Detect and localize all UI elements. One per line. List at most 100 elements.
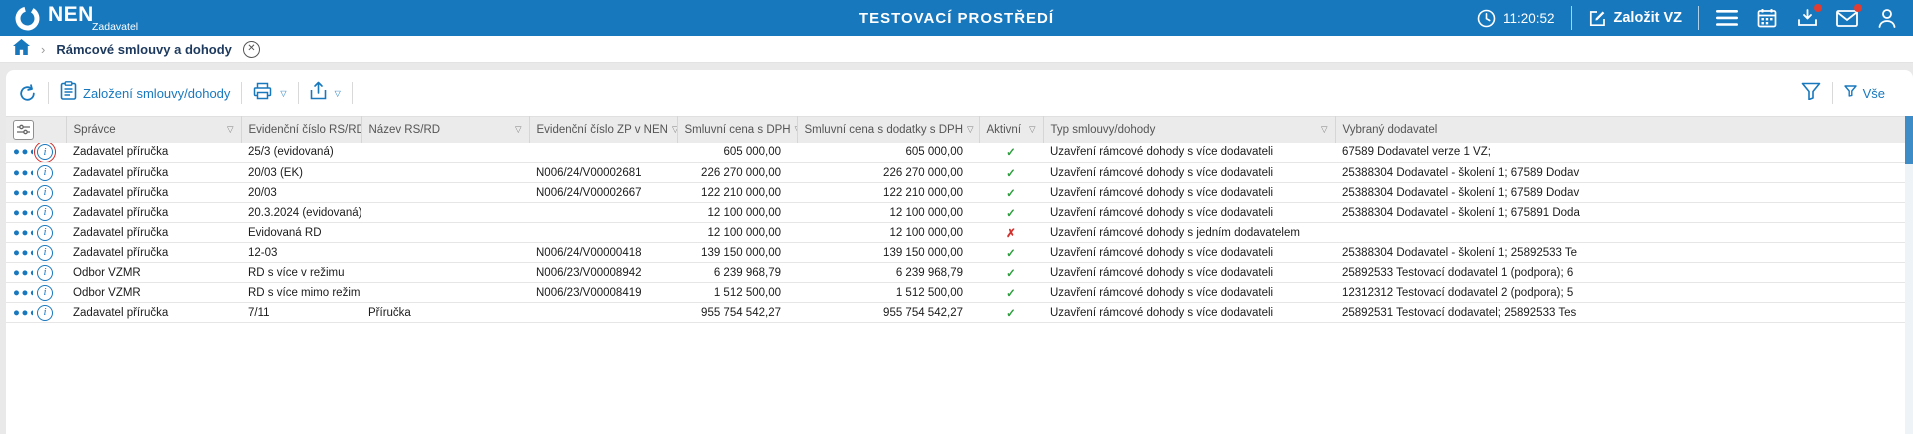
contracts-table: Správce▽ Evidenční číslo RS/RD▽ Název RS…: [6, 116, 1911, 323]
cell-nazev: [361, 162, 529, 183]
row-info-button[interactable]: i: [37, 244, 53, 261]
cell-typ: Uzavření rámcové dohody s více dodavatel…: [1043, 242, 1335, 263]
brand[interactable]: NEN Zadavatel: [14, 4, 138, 33]
cell-cislo-rsrd: RD s více mimo režim 1: [241, 282, 361, 303]
messages-button[interactable]: [1835, 4, 1862, 30]
row-info-button[interactable]: i: [37, 224, 53, 241]
cell-typ: Uzavření rámcové dohody s více dodavatel…: [1043, 302, 1335, 323]
col-header-aktivni[interactable]: Aktivní ▽: [979, 116, 1044, 143]
cell-aktivni-status: ✓: [979, 242, 1043, 263]
cell-nazev: Příručka: [361, 302, 529, 323]
table-row[interactable]: ●●● i Odbor VZMR RD s více v režimu N006…: [6, 262, 1911, 283]
vertical-scrollbar[interactable]: [1905, 116, 1913, 434]
column-settings-button[interactable]: [13, 119, 34, 140]
chevron-down-icon[interactable]: ▽: [280, 88, 287, 98]
cell-cena: 605 000,00: [677, 142, 797, 163]
filter-caret-icon[interactable]: ▽: [226, 124, 234, 135]
col-header-spravce[interactable]: Správce ▽: [66, 116, 242, 143]
table-row[interactable]: ●●● i Zadavatel příručka Evidovaná RD 12…: [6, 222, 1911, 243]
table-row[interactable]: ●●● i Zadavatel příručka 20.3.2024 (evid…: [6, 202, 1911, 223]
cell-cena-dodatky: 122 210 000,00: [797, 182, 979, 203]
create-vz-button[interactable]: Založit VZ: [1588, 9, 1682, 28]
row-menu-button[interactable]: ●●●: [6, 222, 33, 243]
refresh-button[interactable]: [18, 83, 37, 103]
cell-typ: Uzavření rámcové dohody s více dodavatel…: [1043, 162, 1335, 183]
row-menu-button[interactable]: ●●●: [6, 282, 33, 303]
filter-caret-icon[interactable]: ▽: [1028, 124, 1036, 135]
row-menu-button[interactable]: ●●●: [6, 302, 33, 323]
row-menu-button[interactable]: ●●●: [6, 262, 33, 283]
chevron-down-icon[interactable]: ▽: [334, 88, 341, 98]
download-tray-icon: [1797, 8, 1818, 28]
table-row[interactable]: ●●● i Zadavatel příručka 20/03 N006/24/V…: [6, 182, 1911, 203]
cell-cislo-zp: N006/23/V00008942: [529, 262, 677, 283]
cell-nazev: [361, 222, 529, 243]
filter-caret-icon[interactable]: ▽: [795, 124, 796, 135]
filter-button[interactable]: [1801, 82, 1821, 105]
calendar-button[interactable]: [1755, 6, 1779, 30]
table-row[interactable]: ●●● i Zadavatel příručka 7/11 Příručka 9…: [6, 302, 1911, 323]
hamburger-icon: [1716, 10, 1738, 26]
col-header-cena[interactable]: Smluvní cena s DPH▽: [677, 116, 798, 143]
table-row[interactable]: ●●● i Zadavatel příručka 25/3 (evidovaná…: [6, 142, 1911, 163]
cell-cislo-rsrd: 20/03 (EK): [241, 162, 361, 183]
cell-aktivni-status: ✗: [979, 222, 1043, 243]
col-header-cislo-zp[interactable]: Evidenční číslo ZP v NEN▽: [529, 116, 678, 143]
user-profile-button[interactable]: [1875, 6, 1899, 30]
envelope-icon: [1836, 9, 1858, 27]
home-icon[interactable]: [13, 38, 30, 60]
row-info-cell: i: [33, 222, 66, 243]
row-menu-button[interactable]: ●●●: [6, 182, 33, 203]
row-menu-button[interactable]: ●●●: [6, 142, 33, 163]
row-menu-button[interactable]: ●●●: [6, 162, 33, 183]
brand-name: NEN: [48, 2, 94, 26]
filter-small-icon: [1843, 84, 1857, 102]
cell-cena: 12 100 000,00: [677, 202, 797, 223]
close-tab-icon[interactable]: ✕: [242, 40, 260, 58]
row-info-button[interactable]: i: [37, 304, 53, 321]
cell-spravce: Zadavatel příručka: [66, 162, 241, 183]
cell-aktivni-status: ✓: [979, 182, 1043, 203]
cell-cislo-zp: N006/24/V00002667: [529, 182, 677, 203]
filter-funnel-icon: [1801, 82, 1821, 105]
row-info-cell: i: [33, 262, 66, 283]
col-header-nazev[interactable]: Název RS/RD ▽: [361, 116, 530, 143]
cell-nazev: [361, 182, 529, 203]
table-row[interactable]: ●●● i Zadavatel příručka 20/03 (EK) N006…: [6, 162, 1911, 183]
col-header-dodavatel[interactable]: Vybraný dodavatel: [1335, 116, 1911, 143]
filter-scope-select[interactable]: Vše: [1843, 84, 1885, 102]
row-info-button[interactable]: i: [37, 204, 53, 221]
col-header-cislo-rsrd[interactable]: Evidenční číslo RS/RD▽: [241, 116, 362, 143]
row-menu-button[interactable]: ●●●: [6, 242, 33, 263]
row-info-button[interactable]: i: [34, 142, 56, 162]
filter-caret-icon[interactable]: ▽: [672, 124, 676, 135]
row-info-button[interactable]: i: [37, 164, 53, 181]
create-vz-label: Založit VZ: [1613, 10, 1682, 26]
scrollbar-thumb[interactable]: [1905, 116, 1913, 164]
col-header-cena-dodatky[interactable]: Smluvní cena s dodatky s DPH ▽: [797, 116, 980, 143]
row-info-button[interactable]: i: [37, 264, 53, 281]
filter-caret-icon[interactable]: ▽: [514, 124, 522, 135]
export-button[interactable]: ▽: [310, 81, 341, 105]
table-row[interactable]: ●●● i Odbor VZMR RD s více mimo režim 1 …: [6, 282, 1911, 303]
divider: [48, 82, 49, 104]
table-row[interactable]: ●●● i Zadavatel příručka 12-03 N006/24/V…: [6, 242, 1911, 263]
col-header-typ[interactable]: Typ smlouvy/dohody ▽: [1043, 116, 1336, 143]
cell-dodavatel: 25388304 Dodavatel - školení 1; 675891 D…: [1335, 202, 1911, 223]
create-contract-button[interactable]: Založení smlouvy/dohody: [60, 81, 230, 105]
row-info-button[interactable]: i: [37, 184, 53, 201]
print-button[interactable]: ▽: [253, 82, 287, 105]
row-menu-button[interactable]: ●●●: [6, 202, 33, 223]
cell-spravce: Zadavatel příručka: [66, 242, 241, 263]
row-info-button[interactable]: i: [37, 284, 53, 301]
row-info-cell: i: [33, 302, 66, 323]
cell-dodavatel: 25388304 Dodavatel - školení 1; 67589 Do…: [1335, 162, 1911, 183]
cell-aktivni-status: ✓: [979, 162, 1043, 183]
downloads-button[interactable]: [1795, 4, 1822, 30]
main-menu-button[interactable]: [1715, 6, 1739, 30]
cell-typ: Uzavření rámcové dohody s více dodavatel…: [1043, 282, 1335, 303]
filter-caret-icon[interactable]: ▽: [1320, 124, 1328, 135]
cell-cislo-rsrd: 12-03: [241, 242, 361, 263]
filter-caret-icon[interactable]: ▽: [967, 124, 974, 135]
cell-typ: Uzavření rámcové dohody s více dodavatel…: [1043, 262, 1335, 283]
